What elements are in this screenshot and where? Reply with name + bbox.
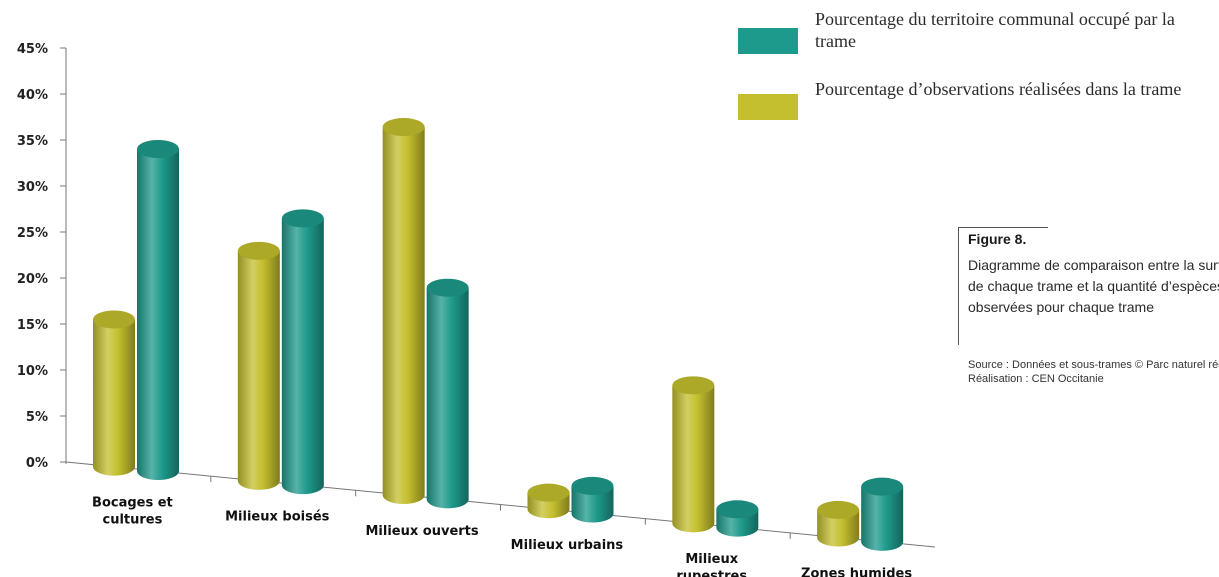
bar (93, 310, 135, 476)
bar-top (571, 476, 614, 495)
y-tick-label: 15% (17, 318, 48, 333)
bar-body (571, 485, 614, 523)
figure-title: Figure 8. (968, 231, 1027, 247)
bar-top (426, 278, 469, 297)
source-line: Source : Données et sous-trames © Parc n… (968, 359, 1219, 371)
bar-body (382, 127, 425, 505)
bar (137, 139, 179, 480)
legend-label-territoire: Pourcentage du territoire communal occup… (815, 9, 1175, 51)
bar-top (382, 118, 425, 137)
bar-body (426, 287, 469, 509)
y-tick-label: 20% (17, 272, 48, 287)
figure-caption-line: observées pour chaque trame (968, 299, 1154, 315)
bar (426, 278, 469, 509)
bar (237, 241, 280, 490)
bar-top (93, 310, 135, 329)
bar (382, 118, 425, 505)
y-tick-label: 0% (26, 456, 48, 471)
bar (571, 476, 614, 523)
bar (861, 477, 904, 551)
bar (716, 500, 759, 537)
bar-body (817, 509, 860, 547)
bar-top (237, 241, 280, 260)
chart-legend: Pourcentage du territoire communal occup… (738, 8, 1219, 124)
legend-swatch-observations (738, 94, 798, 120)
y-tick-label: 30% (17, 180, 48, 195)
bar-body (137, 148, 179, 480)
bar-top (137, 139, 179, 158)
x-tick-label: Milieux rupestres (676, 552, 747, 577)
x-tick-label: Bocages et cultures (92, 495, 173, 527)
bar-body (672, 385, 715, 533)
bar-body (237, 250, 280, 490)
legend-item-territoire: Pourcentage du territoire communal occup… (738, 8, 1219, 66)
y-tick-label: 40% (17, 88, 48, 103)
source-note: Source : Données et sous-trames © Parc n… (968, 358, 1219, 386)
legend-label-observations: Pourcentage d’observations réalisées dan… (815, 79, 1182, 99)
credit-line: Réalisation : CEN Occitanie (968, 373, 1104, 385)
bar-body (861, 486, 904, 551)
y-tick-label: 45% (17, 42, 48, 57)
figure-caption-line: de chaque trame et la quantité d’espèces (968, 278, 1219, 294)
bar-top (716, 500, 759, 519)
bar-body (281, 218, 324, 495)
bar-top (672, 376, 715, 395)
x-tick-label: Zones humides (801, 566, 912, 577)
bar-top (527, 483, 570, 502)
y-tick-label: 5% (26, 410, 48, 425)
x-tick-label: Milieux urbains (511, 538, 624, 553)
figure-caption-line: Diagramme de comparaison entre la surfac… (968, 257, 1219, 273)
bar-top (861, 477, 904, 496)
y-tick-label: 25% (17, 226, 48, 241)
x-tick-label: Milieux boisés (225, 510, 330, 525)
bar-body (93, 319, 135, 476)
bar (817, 500, 860, 547)
x-tick-label: Milieux ouverts (366, 524, 479, 539)
legend-swatch-territoire (738, 28, 798, 54)
bar-top (817, 500, 860, 519)
figure-caption: Diagramme de comparaison entre la surfac… (968, 255, 1219, 318)
figure-caption-box: Figure 8. Diagramme de comparaison entre… (958, 227, 1219, 345)
figure-rule (958, 227, 1048, 228)
y-tick-label: 10% (17, 364, 48, 379)
bar (672, 376, 715, 533)
legend-item-observations: Pourcentage d’observations réalisées dan… (738, 66, 1219, 124)
y-tick-label: 35% (17, 134, 48, 149)
bar (527, 483, 570, 519)
bar (281, 209, 324, 495)
bar-top (281, 209, 324, 228)
